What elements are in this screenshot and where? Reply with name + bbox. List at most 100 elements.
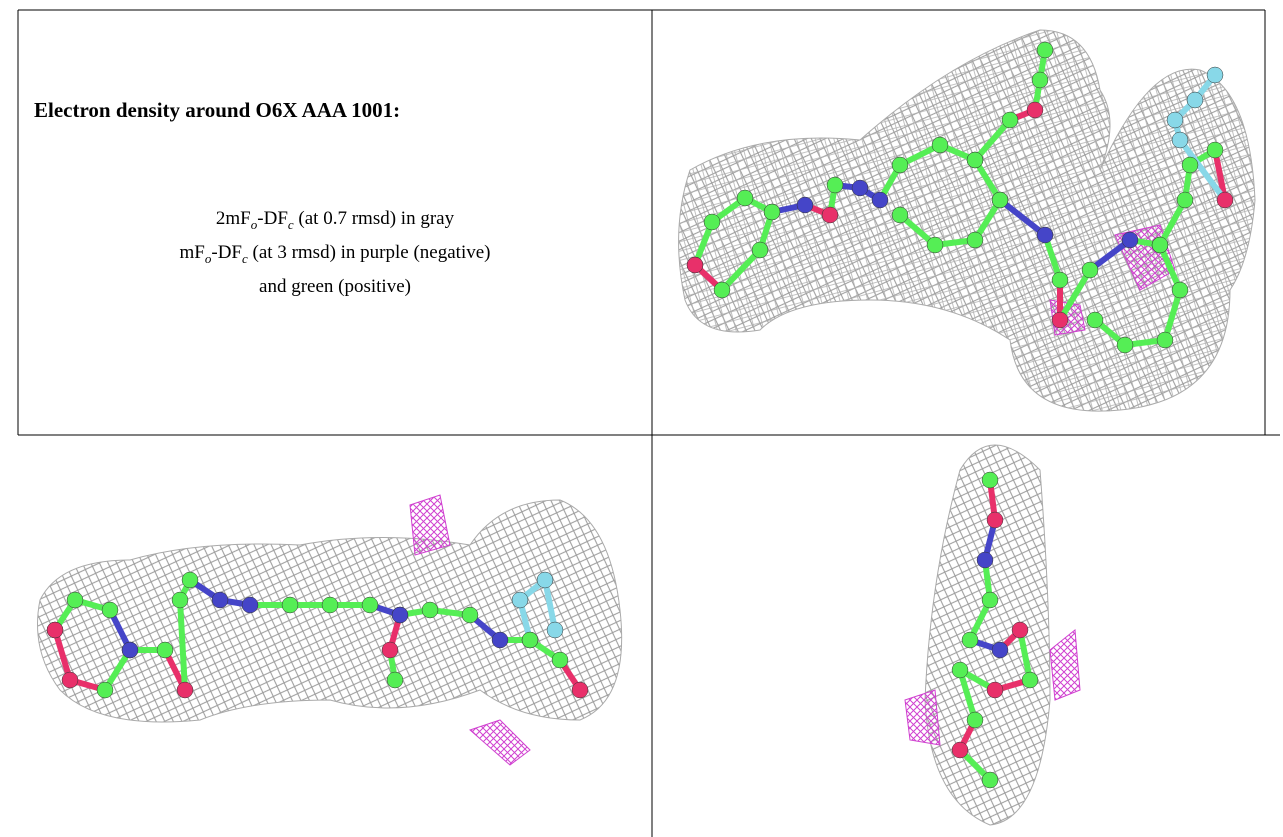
atom xyxy=(281,596,299,614)
atom xyxy=(101,601,119,619)
bond xyxy=(972,118,1013,162)
atom xyxy=(821,206,839,224)
atom xyxy=(571,681,589,699)
atom xyxy=(986,511,1004,529)
atom xyxy=(703,213,721,231)
atom xyxy=(1181,156,1199,174)
atom xyxy=(951,661,969,679)
atom xyxy=(491,631,509,649)
bond xyxy=(719,247,763,293)
atom xyxy=(211,591,229,609)
atom xyxy=(981,471,999,489)
density-images xyxy=(37,29,1256,826)
atom xyxy=(1051,311,1069,329)
atom xyxy=(986,681,1004,699)
atom xyxy=(156,641,174,659)
atom xyxy=(1156,331,1174,349)
atom xyxy=(171,591,189,609)
bond xyxy=(957,669,978,721)
atom xyxy=(1171,131,1189,149)
atom xyxy=(361,596,379,614)
legend-text: 2mF xyxy=(215,208,251,229)
bond xyxy=(1157,198,1188,247)
bond xyxy=(177,599,188,691)
subscript: o xyxy=(250,216,258,232)
atom xyxy=(1176,191,1194,209)
legend-text: -DF xyxy=(257,208,288,229)
legend-line: 2mFo-DFc (at 0.7 rmsd) in gray xyxy=(18,205,652,239)
atom xyxy=(1151,236,1169,254)
atom xyxy=(1171,281,1189,299)
legend-text: and green (positive) xyxy=(259,275,411,297)
atom xyxy=(976,551,994,569)
atom xyxy=(1036,226,1054,244)
atom xyxy=(511,591,529,609)
atom xyxy=(966,711,984,729)
atom xyxy=(891,156,909,174)
bond xyxy=(1057,268,1093,322)
legend-line: and green (positive) xyxy=(18,273,652,301)
atom xyxy=(981,591,999,609)
atom xyxy=(536,571,554,589)
atom xyxy=(1051,271,1069,289)
atom xyxy=(1121,231,1139,249)
legend-text: mF xyxy=(179,241,205,263)
atom xyxy=(1001,111,1019,129)
atom xyxy=(713,281,731,299)
subscript: o xyxy=(204,250,212,266)
atom xyxy=(421,601,439,619)
atom xyxy=(551,651,569,669)
atom xyxy=(1021,671,1039,689)
atom xyxy=(1116,336,1134,354)
atom xyxy=(181,571,199,589)
bond xyxy=(1177,138,1228,202)
atom xyxy=(931,136,949,154)
subscript: c xyxy=(242,250,248,266)
atom xyxy=(1216,191,1234,209)
atom xyxy=(966,151,984,169)
negative-mesh xyxy=(409,494,451,556)
atom xyxy=(991,641,1009,659)
atom xyxy=(871,191,889,209)
atom xyxy=(1166,111,1184,129)
negative-mesh xyxy=(1049,629,1081,701)
atom xyxy=(386,671,404,689)
atom xyxy=(981,771,999,789)
atom xyxy=(1026,101,1044,119)
atom xyxy=(241,596,259,614)
atom xyxy=(1031,71,1049,89)
atom xyxy=(796,196,814,214)
atom xyxy=(966,231,984,249)
atom xyxy=(521,631,539,649)
atom xyxy=(391,606,409,624)
atom xyxy=(1186,91,1204,109)
legend-text: (at 0.7 rmsd) in gray xyxy=(293,208,455,229)
table-lines xyxy=(17,9,1280,837)
atom xyxy=(321,596,339,614)
atom xyxy=(61,671,79,689)
bond xyxy=(1017,629,1033,681)
atom xyxy=(951,741,969,759)
atom xyxy=(461,606,479,624)
atom xyxy=(991,191,1009,209)
atom xyxy=(736,189,754,207)
atom xyxy=(96,681,114,699)
atom xyxy=(751,241,769,259)
atom xyxy=(176,681,194,699)
legend-line: mFo-DFc (at 3 rmsd) in purple (negative) xyxy=(18,239,652,273)
atom xyxy=(46,621,64,639)
atom xyxy=(891,206,909,224)
bond xyxy=(1212,149,1228,201)
density-mesh xyxy=(924,444,1051,826)
legend-text: -DF xyxy=(211,241,242,263)
density-mesh xyxy=(678,30,1255,412)
atom xyxy=(961,631,979,649)
atom xyxy=(1036,41,1054,59)
bond xyxy=(1088,237,1132,273)
subscript: c xyxy=(287,216,294,232)
bond xyxy=(1162,289,1183,341)
atom xyxy=(1086,311,1104,329)
atom xyxy=(1206,66,1224,84)
